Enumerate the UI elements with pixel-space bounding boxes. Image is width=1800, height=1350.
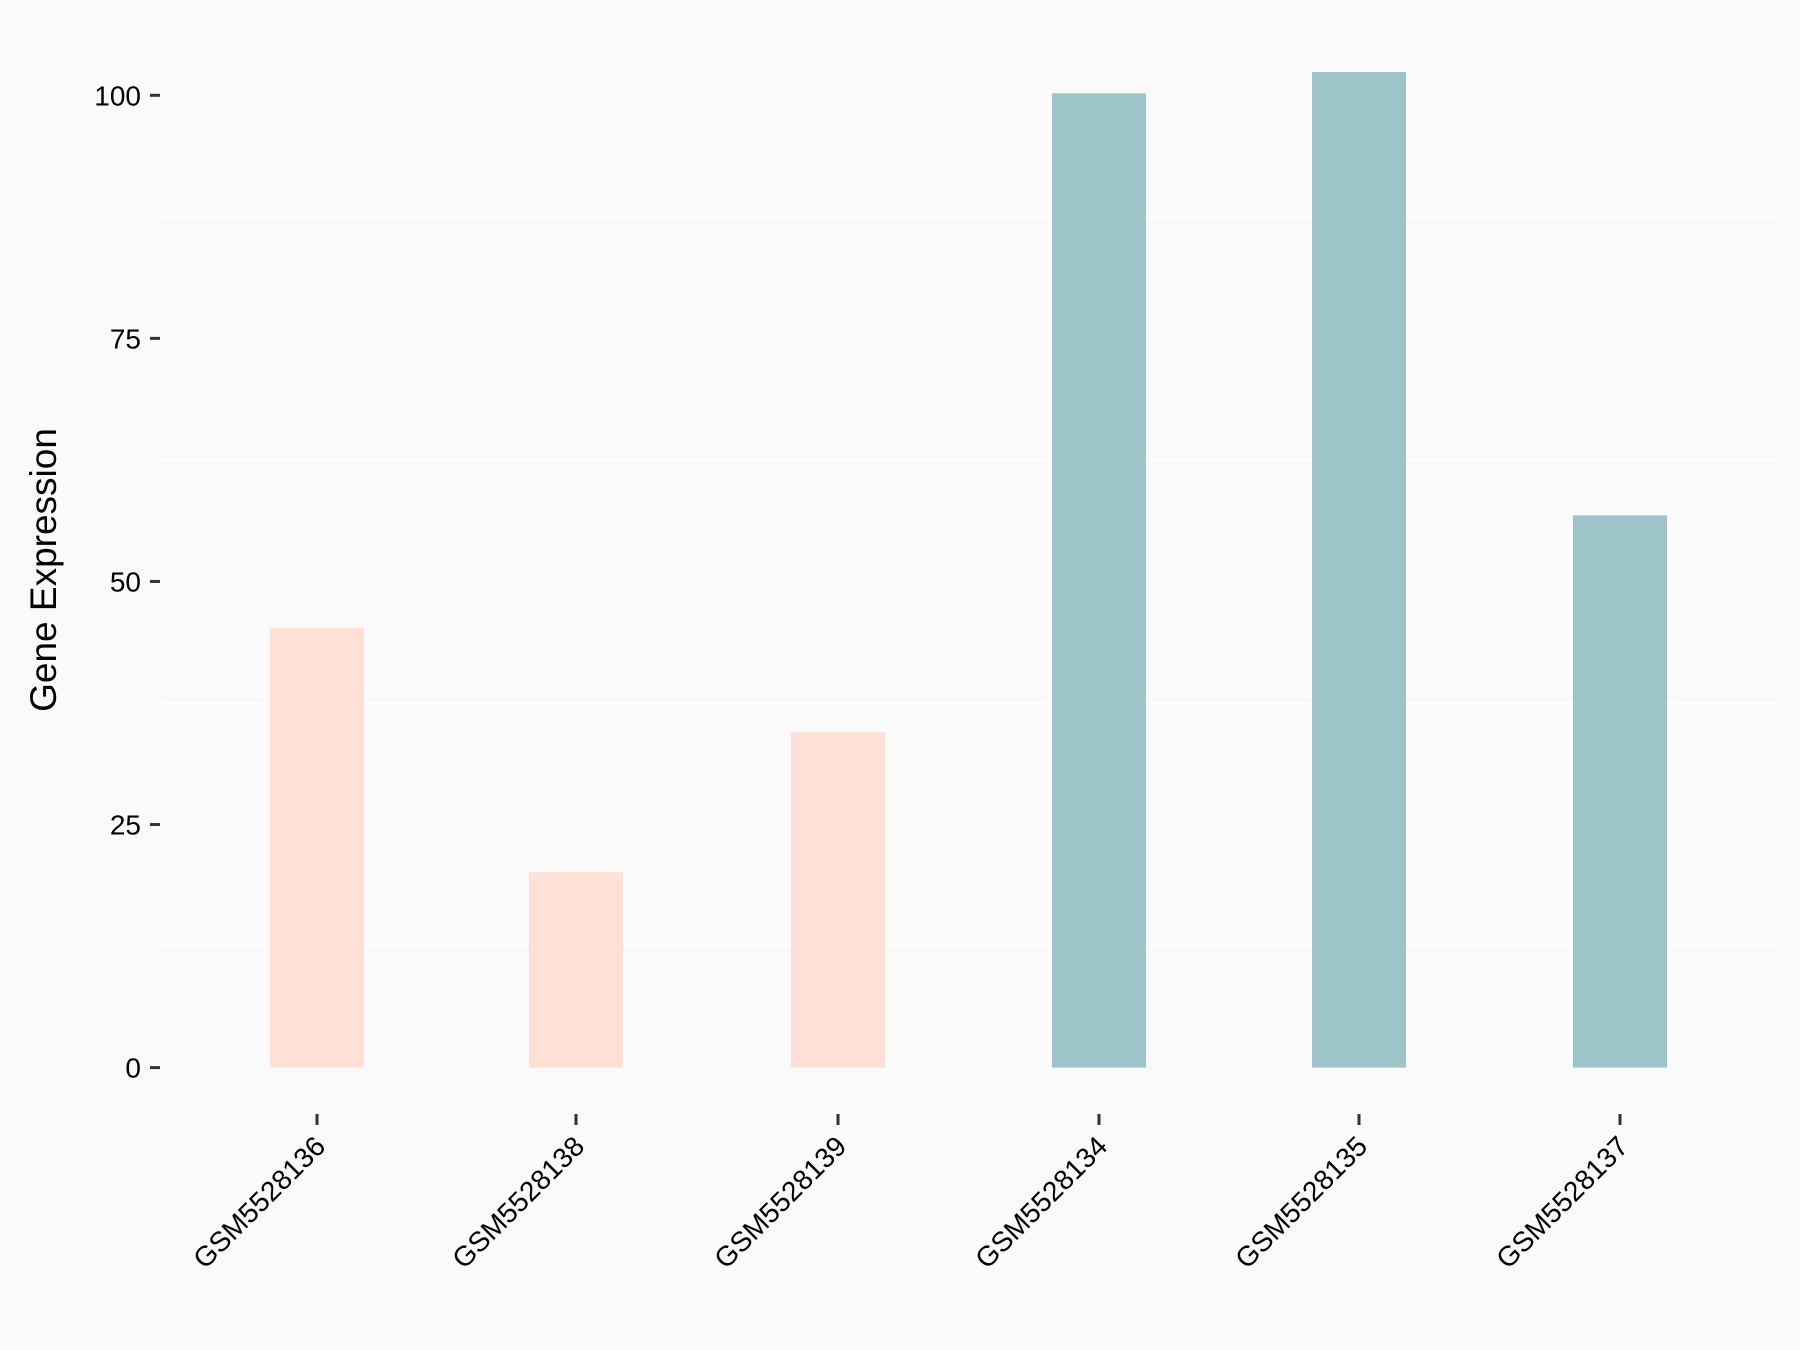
bar-GSM5528138: [529, 872, 623, 1068]
y-tick-label: 50: [110, 566, 141, 597]
bar-GSM5528139: [791, 732, 885, 1068]
bar-GSM5528135: [1312, 71, 1406, 1068]
y-axis-label: Gene Expression: [23, 428, 64, 712]
y-tick-label: 25: [110, 810, 141, 841]
x-tick-label: GSM5528134: [969, 1130, 1113, 1274]
x-tick-label: GSM5528137: [1490, 1130, 1634, 1274]
y-tick-label: 75: [110, 323, 141, 354]
x-tick-label: GSM5528139: [708, 1130, 852, 1274]
y-tick-label: 0: [125, 1053, 141, 1084]
bar-GSM5528137: [1573, 515, 1667, 1068]
x-axis: GSM5528136 GSM5528138 GSM5528139 GSM5528134…: [187, 1114, 1634, 1274]
bars: [270, 71, 1667, 1068]
y-tick-label: 100: [94, 80, 141, 111]
bar-GSM5528136: [270, 628, 364, 1068]
x-tick-label: GSM5528135: [1229, 1130, 1373, 1274]
bar-GSM5528134: [1052, 93, 1146, 1068]
x-tick-label: GSM5528136: [187, 1130, 331, 1274]
y-axis: 0 25 50 75 100: [94, 80, 160, 1084]
gridlines: [161, 215, 1777, 948]
x-tick-label: GSM5528138: [446, 1130, 590, 1274]
